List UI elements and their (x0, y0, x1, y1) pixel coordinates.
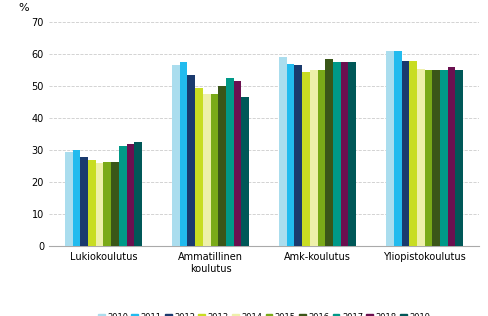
Bar (80, 157, 88, 246)
Bar (134, 142, 142, 246)
Bar (103, 161, 111, 246)
Bar (218, 86, 225, 246)
Bar (286, 64, 294, 246)
Bar (241, 97, 248, 246)
Bar (233, 82, 241, 246)
Bar (424, 70, 431, 246)
Bar (126, 144, 134, 246)
Bar (317, 70, 325, 246)
Bar (431, 70, 439, 246)
Bar (73, 150, 80, 246)
Bar (96, 163, 103, 246)
Bar (119, 145, 126, 246)
Bar (279, 58, 286, 246)
Bar (203, 94, 210, 246)
Bar (439, 70, 447, 246)
Bar (454, 70, 462, 246)
Bar (340, 62, 347, 246)
Bar (386, 51, 393, 246)
Bar (111, 161, 119, 246)
Bar (309, 70, 317, 246)
Bar (187, 75, 195, 246)
Bar (408, 61, 416, 246)
Bar (302, 72, 309, 246)
Bar (88, 160, 96, 246)
Legend: 2010, 2011, 2012, 2013, 2014, 2015, 2016, 2017, 2018, 2019: 2010, 2011, 2012, 2013, 2014, 2015, 2016… (98, 313, 429, 316)
Bar (172, 65, 180, 246)
Bar (325, 59, 332, 246)
Bar (416, 69, 424, 246)
Bar (332, 62, 340, 246)
Bar (347, 62, 355, 246)
Bar (210, 94, 218, 246)
Bar (401, 61, 408, 246)
Text: %: % (19, 3, 29, 13)
Bar (65, 152, 73, 246)
Bar (180, 62, 187, 246)
Bar (195, 88, 203, 246)
Bar (294, 65, 302, 246)
Bar (447, 67, 454, 246)
Bar (225, 78, 233, 246)
Bar (393, 51, 401, 246)
